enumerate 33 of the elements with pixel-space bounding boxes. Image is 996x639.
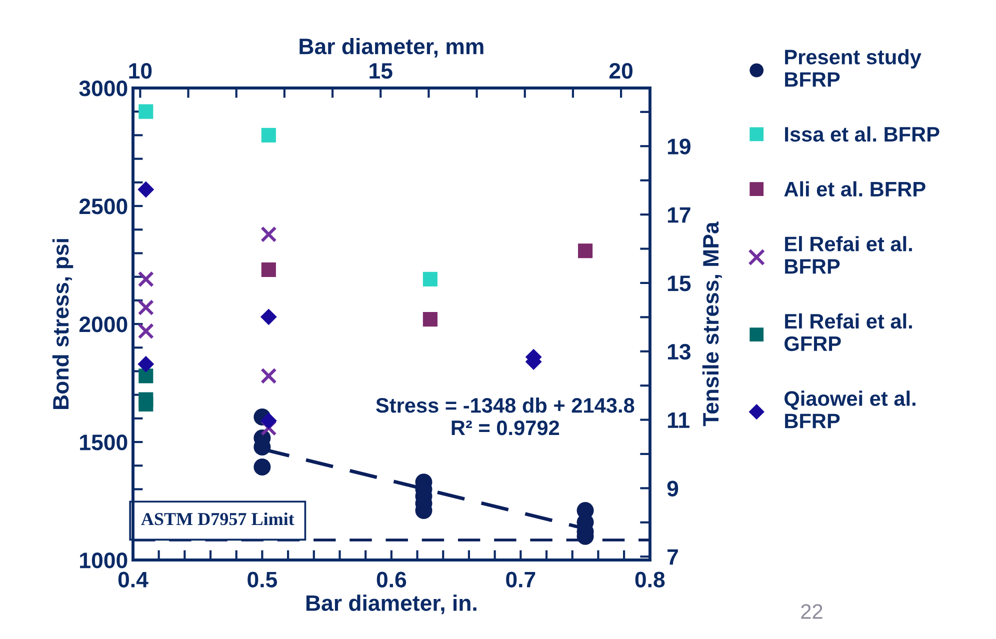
legend-label: Present study BFRP (785, 49, 922, 87)
y-tick-label: 2000 (79, 316, 128, 332)
y2-tick-label: 9 (667, 480, 678, 496)
y2-tick-label: 17 (668, 207, 690, 223)
legend-label: Issa et al. BFRP (785, 126, 940, 142)
y2-tick-label: 11 (668, 412, 690, 428)
x-tick-label: 0.4 (118, 572, 148, 588)
x2-tick-label: 10 (129, 63, 152, 79)
y2-tick-label: 13 (668, 344, 690, 360)
x2-axis-title: Bar diameter, mm (300, 38, 484, 58)
x-tick-label: 0.8 (635, 572, 665, 588)
annotation: Stress = -1348 db + 2143.8 R² = 0.9792 (376, 397, 634, 436)
text: 22 (801, 604, 822, 619)
y2-tick-label: 15 (668, 276, 691, 292)
legend-label: El Refai et al. GFRP (784, 313, 912, 352)
y-axis-title: Bond stress, psi (52, 239, 74, 409)
x-axis-title: Bar diameter, in. (306, 594, 476, 614)
x-tick-label: 0.6 (376, 572, 406, 588)
x-tick-label: 0.5 (248, 572, 278, 588)
legend-label: El Refai et al. BFRP (785, 236, 912, 274)
y-tick-label: 2500 (79, 198, 128, 214)
y2-axis-title: Tensile stress, MPa (702, 222, 722, 426)
legend-label: Ali et al. BFRP (784, 181, 926, 197)
x2-tick-label: 20 (609, 63, 632, 79)
legend-label: Qiaowei et al. BFRP (784, 390, 916, 428)
y-tick-label: 1500 (80, 434, 128, 450)
x2-tick-label: 15 (370, 63, 392, 79)
y-tick-label: 1000 (80, 552, 128, 568)
x-tick-label: 0.7 (506, 572, 536, 588)
y2-tick-label: 7 (668, 549, 678, 565)
y-tick-label: 3000 (79, 80, 128, 96)
ref-line-label: ASTM D7957 Limit (141, 512, 294, 526)
y2-tick-label: 19 (668, 138, 690, 154)
